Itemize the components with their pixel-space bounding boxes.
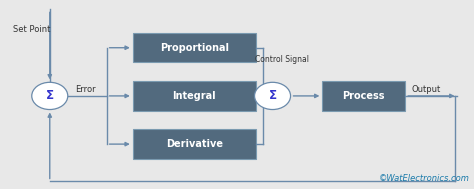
Text: Σ: Σ [268,89,277,102]
Text: Derivative: Derivative [166,139,223,149]
Text: Output: Output [411,85,441,94]
Text: Proportional: Proportional [160,43,229,53]
Bar [133,129,256,159]
Ellipse shape [32,82,68,110]
Text: Σ: Σ [46,89,54,102]
Text: ©WatElectronics.com: ©WatElectronics.com [378,174,469,183]
Text: Integral: Integral [173,91,216,101]
Bar [322,81,405,111]
Ellipse shape [255,82,291,110]
Text: Control Signal: Control Signal [255,55,309,64]
Text: Process: Process [343,91,385,101]
Text: Set Point: Set Point [13,25,51,34]
Bar [133,81,256,111]
Text: Error: Error [75,85,96,94]
Bar [133,33,256,62]
